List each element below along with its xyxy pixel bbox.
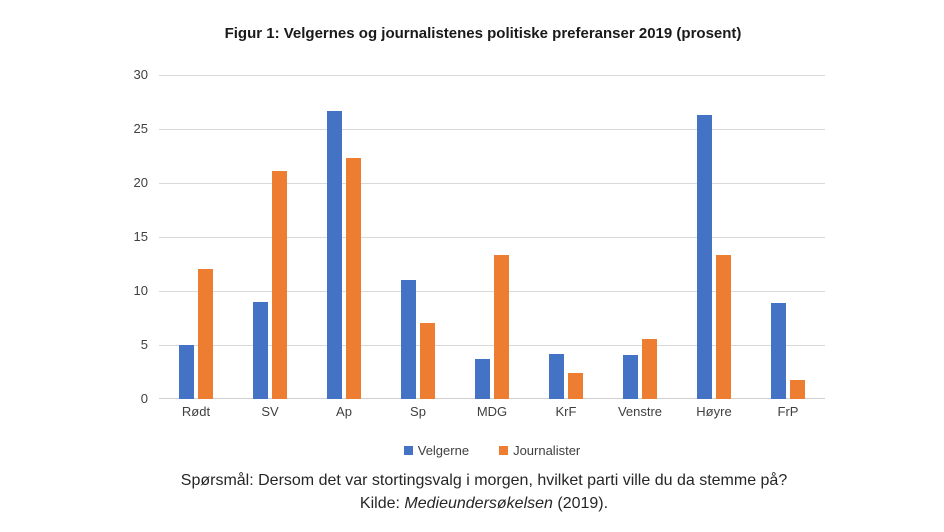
legend-label: Velgerne: [417, 443, 470, 458]
legend: Velgerne Journalister: [159, 443, 825, 458]
bar-journalister-sv: [272, 171, 287, 399]
y-tick-label-5: 5: [140, 337, 148, 353]
bar-velgerne-sv: [253, 301, 268, 399]
bar-journalister-mdg: [494, 255, 509, 399]
gridline-20: [159, 183, 825, 185]
legend-item-journalister: Journalister: [499, 443, 580, 458]
gridline-25: [159, 129, 825, 130]
footer-source-prefix: Kilde:: [359, 495, 405, 512]
bar-journalister-ap: [346, 158, 361, 399]
y-tick-label-30: 30: [133, 67, 148, 82]
bar-velgerne-ap: [327, 110, 342, 399]
footer-source-suffix: (2019).: [552, 495, 609, 512]
bar-group-h-yre: [677, 75, 751, 399]
bar-velgerne-frp: [771, 302, 786, 399]
x-tick-label-sv: SV: [261, 404, 279, 419]
x-axis-line: [159, 398, 825, 399]
bar-group-frp: [751, 75, 825, 399]
y-axis-labels: 0 5 10 15 20 25 30: [100, 67, 148, 406]
x-tick-label-r-dt: Rødt: [181, 404, 211, 419]
y-tick-label-25: 25: [133, 121, 148, 136]
y-tick-label-15: 15: [133, 229, 148, 244]
x-tick-label-ap: Ap: [336, 404, 352, 419]
footer-source-title: Medieundersøkelsen: [404, 495, 553, 512]
bar-group-ap: [307, 75, 381, 399]
legend-label: Journalister: [513, 443, 581, 458]
plot-area: [159, 75, 825, 399]
footer-question: Spørsmål: Dersom det var stortingsvalg i…: [180, 472, 788, 489]
bar-journalister-venstre: [642, 338, 657, 399]
gridline-30: [159, 75, 825, 76]
y-tick-label-10: 10: [133, 283, 148, 299]
x-tick-label-sp: Sp: [410, 404, 426, 419]
bar-velgerne-sp: [401, 280, 416, 399]
legend-item-velgerne: Velgerne: [403, 443, 470, 458]
bar-group-venstre: [603, 75, 677, 399]
x-tick-label-venstre: Venstre: [617, 404, 663, 419]
bar-journalister-sp: [420, 323, 435, 399]
legend-swatch-icon: [403, 446, 413, 455]
bar-group-krf: [529, 75, 603, 399]
chart-title: Figur 1: Velgernes og journalistenes pol…: [224, 25, 742, 42]
bar-velgerne-venstre: [623, 354, 638, 399]
bar-velgerne-r-dt: [179, 345, 194, 399]
y-tick-label-20: 20: [133, 175, 148, 191]
bar-journalister-krf: [568, 373, 583, 399]
bar-group-sp: [381, 75, 455, 399]
bar-groups: [159, 75, 825, 399]
gridline-5: [159, 345, 825, 347]
x-tick-label-mdg: MDG: [476, 404, 508, 419]
chart-footer: Spørsmål: Dersom det var stortingsvalg i…: [0, 469, 944, 515]
bar-velgerne-krf: [549, 353, 564, 399]
bar-group-mdg: [455, 75, 529, 399]
x-axis-labels: Rødt SV Ap Sp MDG KrF Venstre Høyre FrP: [159, 404, 825, 419]
bar-velgerne-h-yre: [697, 114, 712, 399]
gridline-10: [159, 291, 825, 293]
bar-journalister-frp: [790, 379, 805, 399]
x-tick-label-frp: FrP: [777, 404, 799, 419]
footer-source: Kilde: Medieundersøkelsen (2019).: [24, 492, 944, 515]
legend-swatch-icon: [499, 446, 509, 455]
y-tick-label-0: 0: [140, 391, 148, 406]
bar-journalister-h-yre: [716, 255, 731, 399]
bar-velgerne-mdg: [475, 359, 490, 399]
x-tick-label-h-yre: Høyre: [696, 404, 732, 419]
gridline-15: [159, 237, 825, 238]
x-tick-label-krf: KrF: [555, 404, 577, 419]
bar-journalister-r-dt: [198, 269, 213, 399]
bar-group-sv: [233, 75, 307, 399]
bar-group-r-dt: [159, 75, 233, 399]
